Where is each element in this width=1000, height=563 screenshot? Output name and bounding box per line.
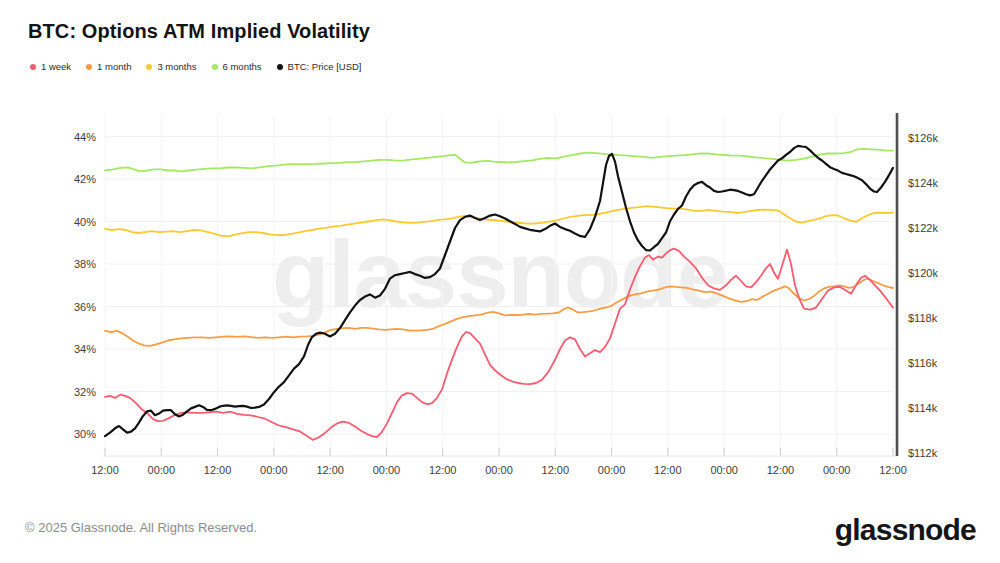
x-axis-label: 12:00	[429, 464, 457, 476]
x-axis-label: 12:00	[91, 464, 119, 476]
right-axis-label: $118k	[908, 312, 938, 324]
x-axis-label: 00:00	[148, 464, 176, 476]
x-axis-label: 12:00	[767, 464, 795, 476]
right-axis-label: $116k	[908, 357, 938, 369]
right-axis-label: $112k	[908, 447, 938, 459]
glassnode-logo: glassnode	[835, 513, 976, 547]
left-axis-label: 40%	[74, 216, 96, 228]
right-axis-label: $120k	[908, 267, 938, 279]
x-axis-label: 00:00	[598, 464, 626, 476]
x-axis-label: 12:00	[542, 464, 570, 476]
x-axis-label: 12:00	[204, 464, 232, 476]
chart-page: BTC: Options ATM Implied Volatility 1 we…	[0, 0, 1000, 563]
left-axis-label: 32%	[74, 386, 96, 398]
x-axis-label: 12:00	[316, 464, 344, 476]
x-axis-label: 00:00	[710, 464, 738, 476]
copyright-text: © 2025 Glassnode. All Rights Reserved.	[25, 520, 257, 535]
x-axis-label: 00:00	[485, 464, 513, 476]
left-axis-label: 36%	[74, 301, 96, 313]
x-axis-label: 00:00	[260, 464, 288, 476]
right-axis-label: $124k	[908, 177, 938, 189]
right-axis-label: $114k	[908, 402, 938, 414]
chart-canvas[interactable]: 12:00 00:00 12:00 00:00 12:00 00:00 12:00 00:00…	[0, 0, 1000, 563]
x-axis-label: 12:00	[879, 464, 907, 476]
left-axis-label: 42%	[74, 173, 96, 185]
left-axis-label: 30%	[74, 428, 96, 440]
left-axis-label: 38%	[74, 258, 96, 270]
x-axis-label: 00:00	[373, 464, 401, 476]
left-axis-label: 44%	[74, 131, 96, 143]
right-axis-label: $122k	[908, 222, 938, 234]
left-axis-label: 34%	[74, 343, 96, 355]
x-axis-label: 00:00	[823, 464, 851, 476]
right-axis-label: $126k	[908, 132, 938, 144]
x-axis-label: 12:00	[654, 464, 682, 476]
